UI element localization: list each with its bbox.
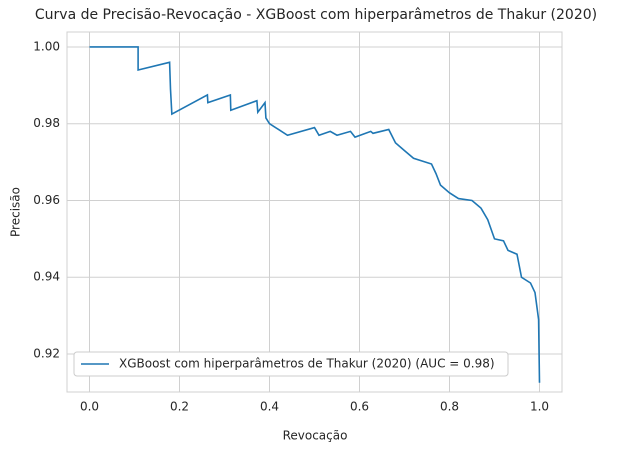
line	[89, 46, 541, 383]
legend-box	[73, 351, 509, 377]
y-tick-label: 0.98	[33, 116, 60, 130]
chart-title: Curva de Precisão-Revocação - XGBoost co…	[35, 7, 597, 23]
x-tick-label: 0.4	[260, 400, 279, 414]
y-axis-label: Precisão	[9, 187, 23, 237]
y-tick-label: 1.00	[33, 39, 60, 53]
plot-frame	[66, 31, 563, 393]
x-tick-label: 0.0	[80, 400, 99, 414]
x-tick-label: 0.2	[170, 400, 189, 414]
y-tick-label: 0.96	[33, 193, 60, 207]
x-axis-label: Revocação	[283, 429, 348, 443]
y-tick-label: 0.94	[33, 270, 60, 284]
legend-label: XGBoost com hiperparâmetros de Thakur (2…	[119, 357, 495, 371]
x-tick-label: 1.0	[530, 400, 549, 414]
x-tick-label: 0.6	[350, 400, 369, 414]
x-tick-label: 0.8	[440, 400, 459, 414]
y-tick-label: 0.92	[33, 347, 60, 361]
